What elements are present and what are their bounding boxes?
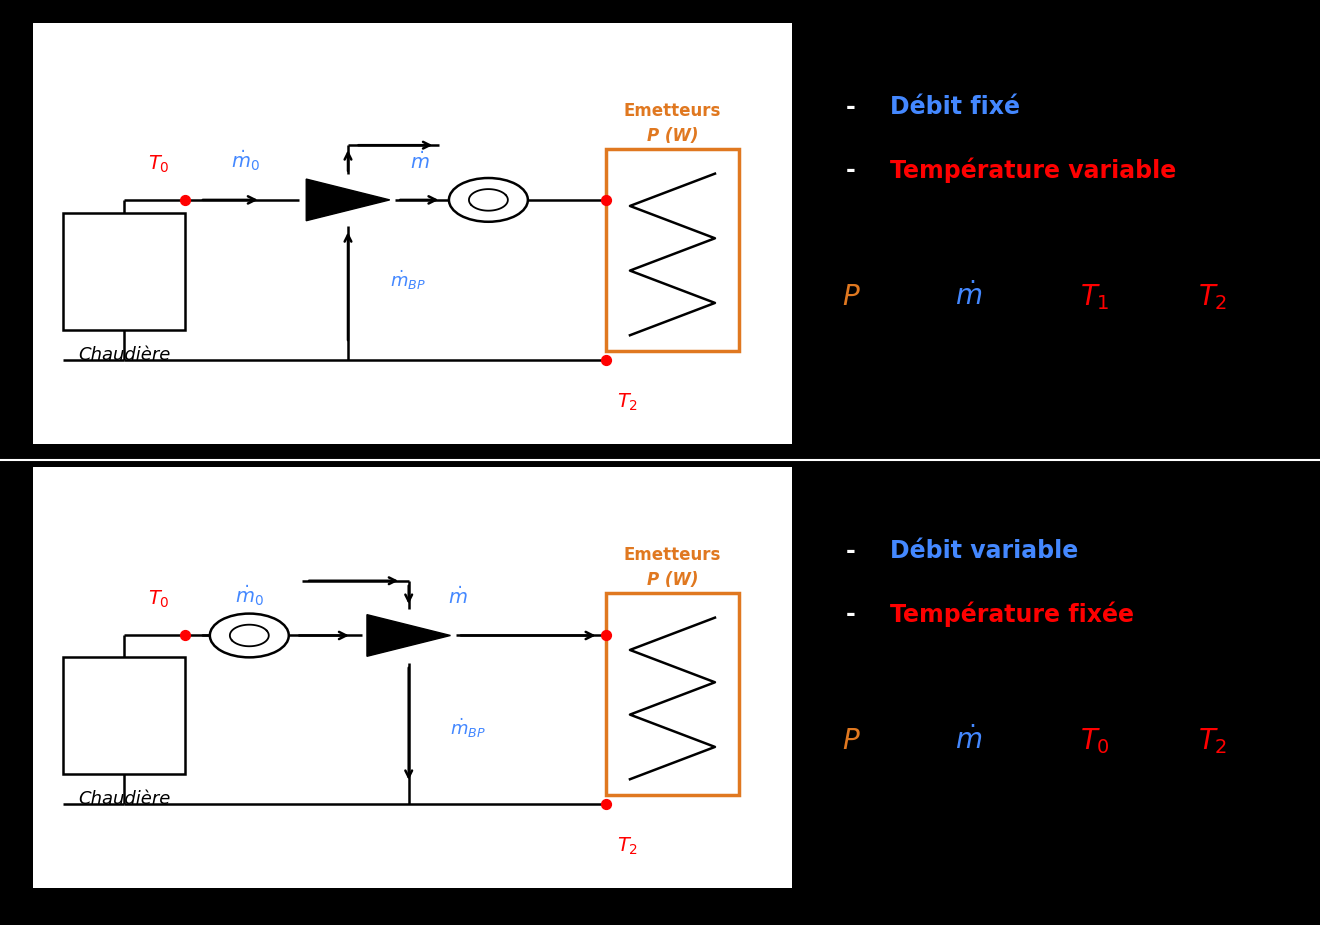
- Text: $T_0$: $T_0$: [148, 154, 169, 175]
- Bar: [63, 657, 185, 774]
- Bar: [63, 213, 185, 330]
- Text: $T_0$: $T_0$: [148, 589, 169, 610]
- Text: $\dot{m}$: $\dot{m}$: [954, 282, 982, 311]
- Text: -: -: [846, 602, 855, 626]
- Point: [595, 628, 616, 643]
- Text: $\dot{m}$: $\dot{m}$: [411, 151, 430, 173]
- Text: Température fixée: Température fixée: [890, 601, 1134, 627]
- Text: $\dot{m}_0$: $\dot{m}_0$: [235, 584, 264, 608]
- Text: $\dot{m}$: $\dot{m}$: [954, 726, 982, 755]
- Text: $T_1$: $T_1$: [618, 155, 639, 177]
- Text: $\dot{m}_0$: $\dot{m}_0$: [231, 148, 260, 173]
- Text: Emetteurs: Emetteurs: [624, 546, 721, 564]
- Text: Débit variable: Débit variable: [890, 539, 1078, 563]
- Text: $P$: $P$: [842, 283, 861, 311]
- Text: -: -: [846, 158, 855, 182]
- Text: $T_1$: $T_1$: [1080, 282, 1110, 312]
- Polygon shape: [306, 179, 389, 221]
- Point: [595, 352, 616, 367]
- Text: Chaudière: Chaudière: [78, 346, 170, 364]
- Text: -: -: [846, 95, 855, 119]
- Text: -: -: [846, 539, 855, 563]
- Text: Chaudière: Chaudière: [78, 790, 170, 808]
- Text: $T_2$: $T_2$: [618, 835, 639, 857]
- Text: $\dot{m}_{BP}$: $\dot{m}_{BP}$: [450, 717, 486, 740]
- Text: Débit fixé: Débit fixé: [890, 95, 1020, 119]
- Text: P (W): P (W): [647, 571, 698, 589]
- Text: Température variable: Température variable: [890, 157, 1176, 183]
- Text: $T_0$: $T_0$: [618, 591, 639, 612]
- Point: [174, 192, 195, 207]
- Text: P (W): P (W): [647, 127, 698, 145]
- Text: $T_0$: $T_0$: [1080, 726, 1110, 756]
- Circle shape: [210, 613, 289, 658]
- Text: $\dot{m}_{BP}$: $\dot{m}_{BP}$: [389, 268, 425, 291]
- Polygon shape: [367, 614, 450, 657]
- Bar: [606, 150, 739, 352]
- Point: [595, 796, 616, 811]
- Point: [174, 628, 195, 643]
- Circle shape: [449, 178, 528, 222]
- Point: [595, 192, 616, 207]
- Bar: [606, 594, 739, 796]
- Text: $P$: $P$: [842, 727, 861, 755]
- Text: Emetteurs: Emetteurs: [624, 102, 721, 120]
- Text: $T_2$: $T_2$: [1197, 726, 1228, 756]
- Text: $\dot{m}$: $\dot{m}$: [449, 586, 467, 608]
- Text: $T_2$: $T_2$: [618, 391, 639, 413]
- Text: $T_2$: $T_2$: [1197, 282, 1228, 312]
